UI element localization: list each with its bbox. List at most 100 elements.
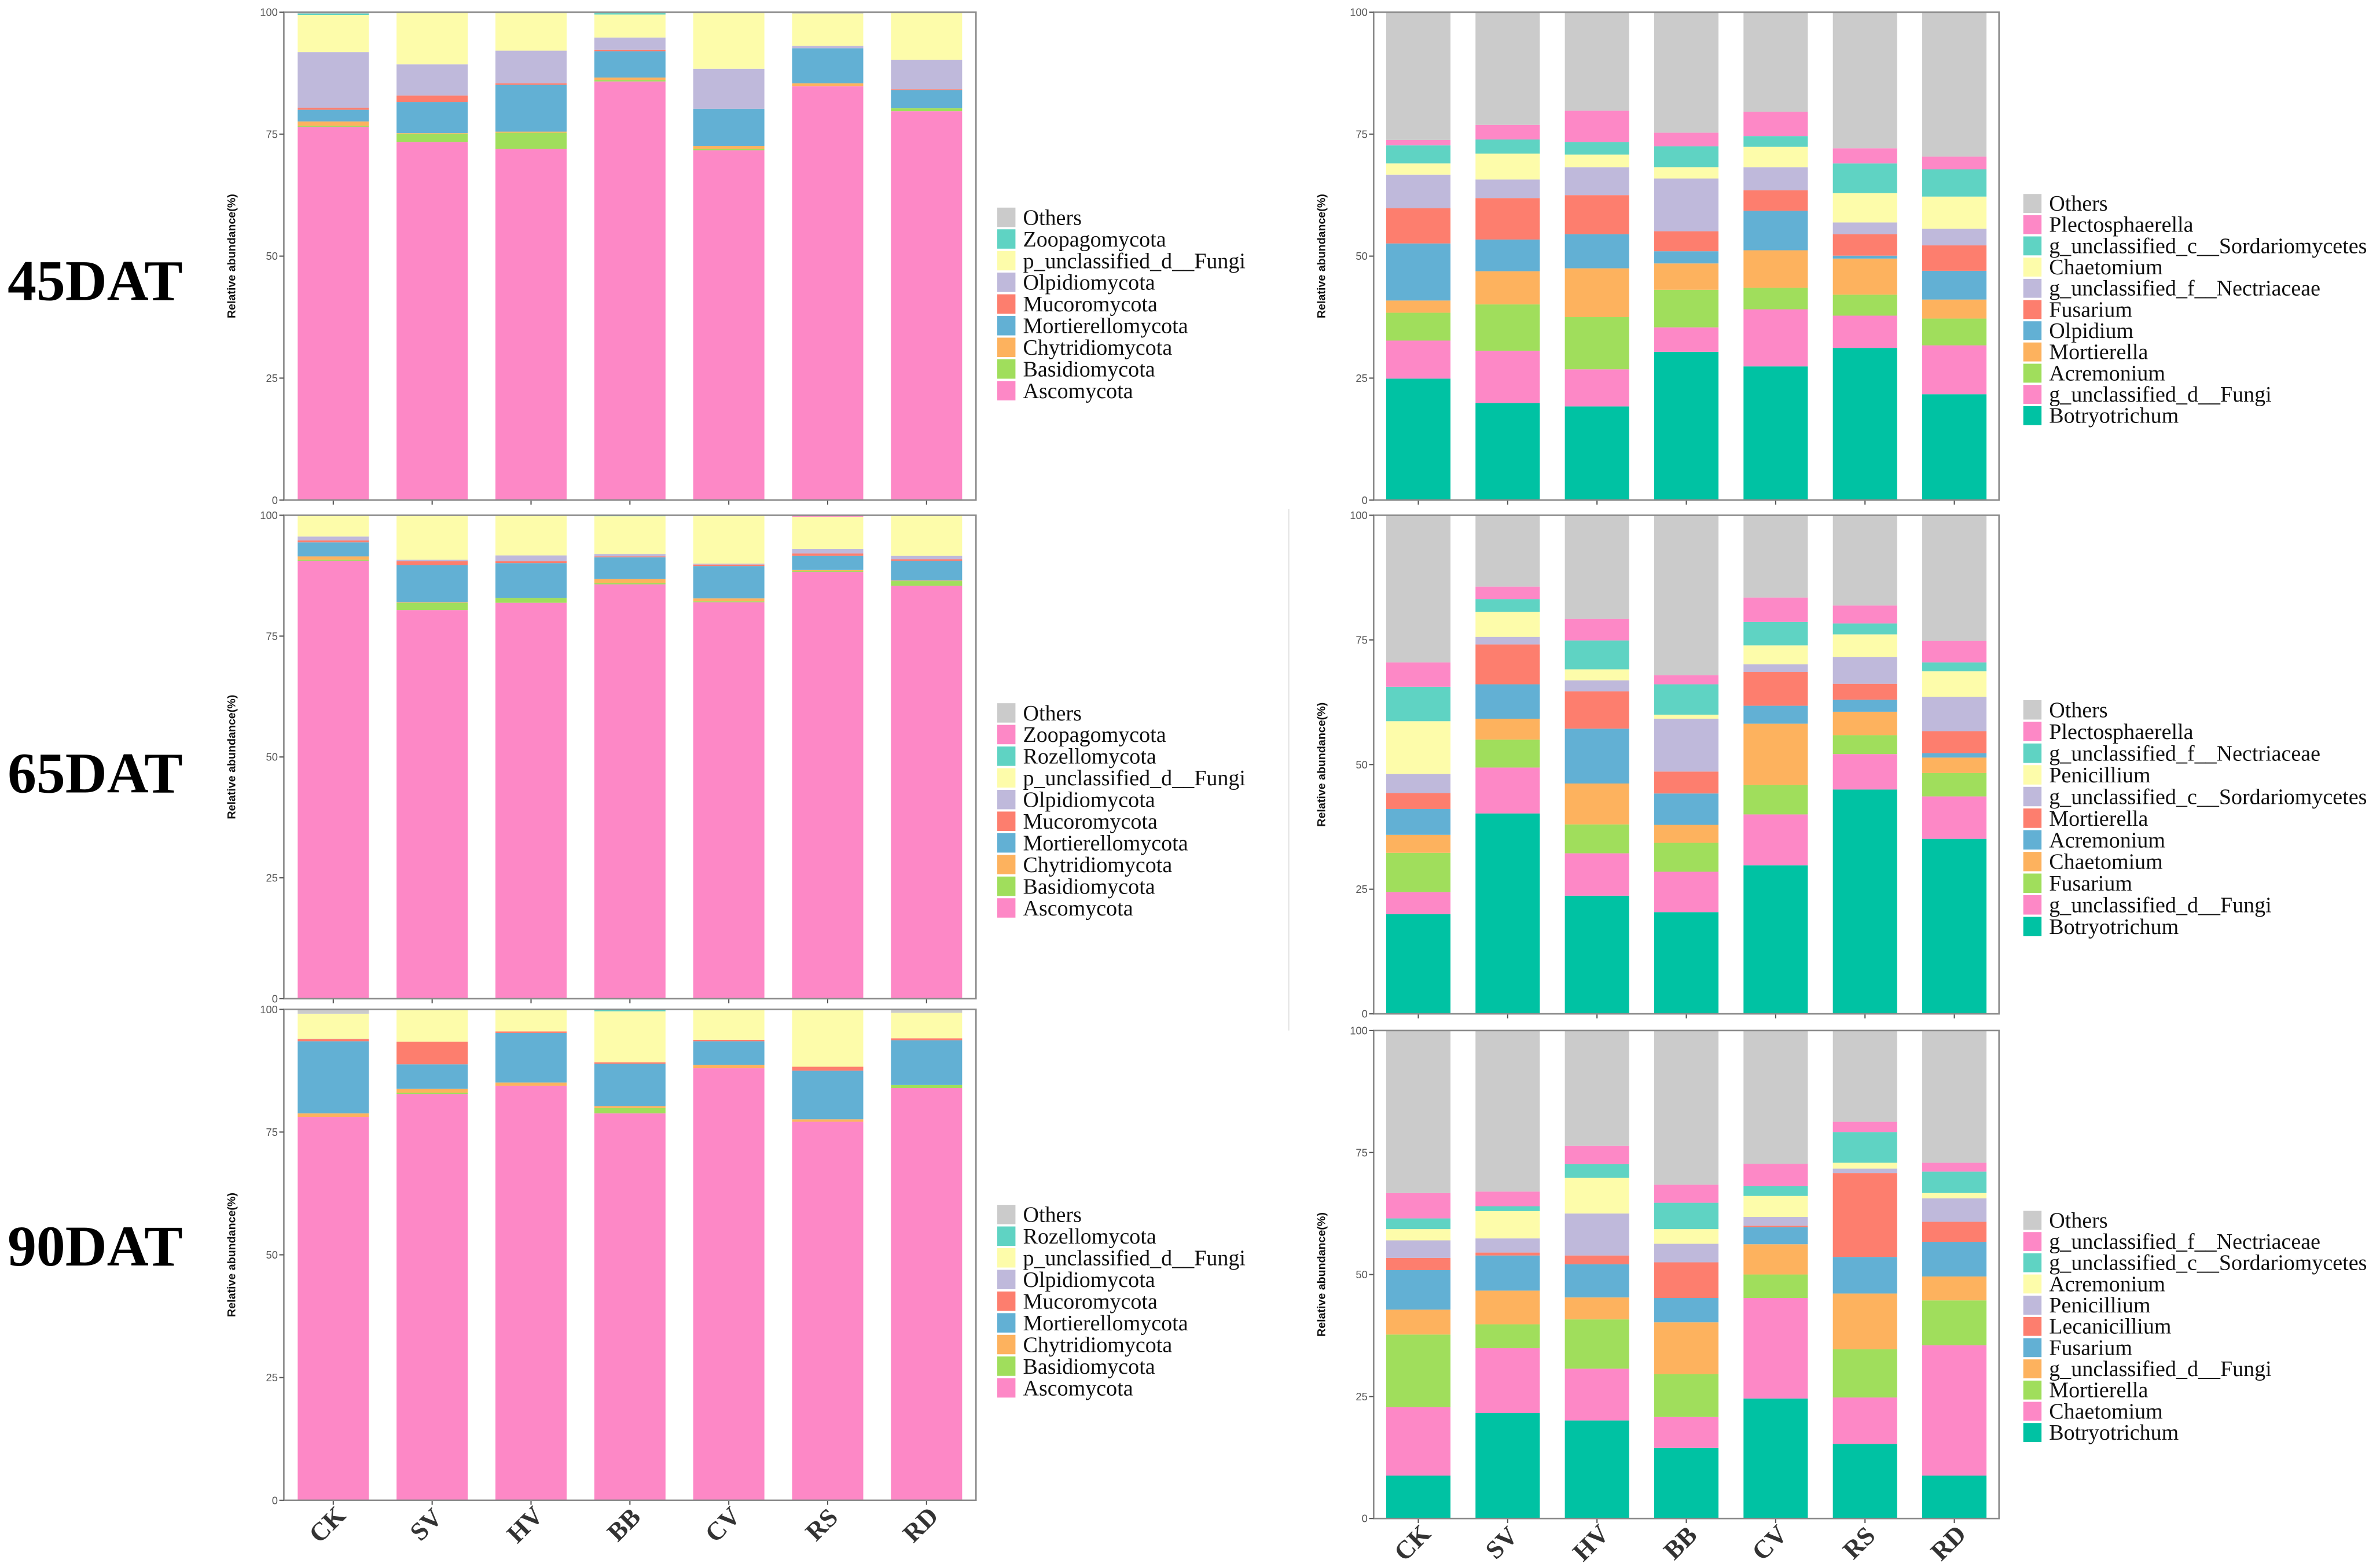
- bar-segment-sv-others: [1475, 12, 1540, 125]
- bar-segment-rd-fusarium: [1922, 773, 1987, 797]
- bar-segment-sv-g-unclassified-c-sordariomycetes: [1475, 637, 1540, 645]
- bar-segment-hv-acremonium: [1564, 1178, 1629, 1214]
- bar-segment-sv-chytridiomycota: [396, 602, 468, 603]
- legend-swatch: [997, 1270, 1016, 1289]
- bar-segment-rs-chytridiomycota: [792, 569, 864, 571]
- bar-segment-rd-chaetomium: [1922, 196, 1987, 229]
- bar-segment-ck-chaetomium: [1386, 163, 1451, 175]
- bar-segment-hv-p-unclassified-d-fungi: [495, 1009, 567, 1032]
- y-tick-label: 25: [266, 372, 278, 384]
- bar-segment-bb-ascomycota: [594, 81, 666, 501]
- bar-segment-ck-acremonium: [1386, 808, 1451, 835]
- bar-segment-rs-g-unclassified-c-sordariomycetes: [1832, 1132, 1897, 1163]
- bar-segment-rd-mortierella: [1922, 299, 1987, 319]
- bar-segment-rs-mortierella: [1832, 1349, 1897, 1398]
- legend-swatch: [2023, 765, 2042, 785]
- bar-segment-cv-others: [1743, 515, 1808, 598]
- bar-segment-ck-g-unclassified-f-nectriaceae: [1386, 174, 1451, 208]
- legend-label: Lecanicillium: [2049, 1315, 2171, 1339]
- legend-label: Rozellomycota: [1023, 745, 1156, 769]
- bar-segment-rs-plectosphaerella: [1832, 148, 1897, 164]
- legend-label: g_unclassified_c__Sordariomycetes: [2049, 1251, 2367, 1275]
- bar-segment-hv-g-unclassified-d-fungi: [1564, 369, 1629, 407]
- bar-segment-rs-mortierella: [1832, 683, 1897, 700]
- bar-segment-rs-olpidiomycota: [792, 46, 864, 49]
- bar-segment-ck-acremonium: [1386, 312, 1451, 341]
- legend-swatch: [2023, 1380, 2042, 1400]
- bar-segment-ck-penicillium: [1386, 721, 1451, 774]
- bar-segment-sv-plectosphaerella: [1475, 586, 1540, 599]
- bar-segment-cv-mortierellomycota: [693, 108, 765, 146]
- bar-segment-cv-chaetomium: [1743, 1298, 1808, 1399]
- legend-label: Mortierellomycota: [1023, 314, 1188, 339]
- y-axis-label: Relative abundance(%): [225, 695, 238, 819]
- bar-segment-hv-botryotrichum: [1564, 895, 1629, 1014]
- bar-segment-rs-mucoromycota: [792, 1066, 864, 1071]
- bar-segment-rd-others: [1922, 12, 1987, 157]
- y-tick-label: 50: [266, 250, 278, 262]
- bar-segment-cv-mortierellomycota: [693, 1041, 765, 1065]
- bar-segment-rd-g-unclassified-c-sordariomycetes: [1922, 169, 1987, 197]
- bar-segment-cv-plectosphaerella: [1743, 597, 1808, 622]
- bar-segment-rs-lecanicillium: [1832, 1173, 1897, 1257]
- bar-segment-sv-fusarium: [1475, 1255, 1540, 1291]
- bar-segment-sv-plectosphaerella: [1475, 124, 1540, 140]
- bar-segment-sv-basidiomycota: [396, 602, 468, 610]
- bar-segment-rs-g-unclassified-f-nectriaceae: [1832, 1121, 1897, 1132]
- y-tick-label: 100: [260, 1003, 278, 1016]
- bar-segment-bb-acremonium: [1654, 793, 1719, 825]
- bar-segment-cv-penicillium: [1743, 645, 1808, 665]
- bar-segment-ck-g-unclassified-c-sordariomycetes: [1386, 774, 1451, 793]
- bar-segment-hv-penicillium: [1564, 1213, 1629, 1256]
- bar-segment-cv-penicillium: [1743, 1217, 1808, 1226]
- bar-segment-cv-g-unclassified-f-nectriaceae: [1743, 621, 1808, 646]
- legend-swatch: [997, 359, 1016, 379]
- x-tick-label: SV: [404, 1503, 448, 1547]
- legend-label: g_unclassified_c__Sordariomycetes: [2049, 234, 2367, 258]
- bar-segment-rd-fusarium: [1922, 245, 1987, 271]
- bar-segment-sv-fusarium: [1475, 198, 1540, 240]
- bar-segment-hv-g-unclassified-f-nectriaceae: [1564, 167, 1629, 196]
- bar-segment-sv-basidiomycota: [396, 133, 468, 142]
- bar-segment-sv-g-unclassified-c-sordariomycetes: [1475, 1206, 1540, 1211]
- bar-segment-rs-fusarium: [1832, 234, 1897, 256]
- bar-segment-hv-mortierellomycota: [495, 563, 567, 598]
- bar-segment-sv-g-unclassified-f-nectriaceae: [1475, 1191, 1540, 1206]
- bar-segment-cv-ascomycota: [693, 1068, 765, 1500]
- bar-segment-rs-g-unclassified-d-fungi: [1832, 754, 1897, 790]
- legend-label: g_unclassified_c__Sordariomycetes: [2049, 785, 2367, 809]
- bar-segment-hv-basidiomycota: [495, 133, 567, 149]
- bar-segment-hv-g-unclassified-f-nectriaceae: [1564, 640, 1629, 670]
- y-tick-label: 75: [266, 128, 278, 140]
- legend-swatch: [2023, 278, 2042, 298]
- bar-segment-ck-chaetomium: [1386, 834, 1451, 853]
- bar-segment-sv-olpidiomycota: [396, 64, 468, 96]
- x-tick-label: BB: [1658, 1520, 1702, 1565]
- legend-label: g_unclassified_d__Fungi: [2049, 1357, 2271, 1381]
- bar-segment-sv-g-unclassified-d-fungi: [1475, 351, 1540, 403]
- bar-segment-hv-chytridiomycota: [495, 1082, 567, 1086]
- legend-label: Mortierellomycota: [1023, 1311, 1188, 1336]
- bar-segment-cv-p-unclassified-d-fungi: [693, 13, 765, 69]
- legend-swatch: [2023, 743, 2042, 763]
- legend-swatch: [2023, 1338, 2042, 1358]
- x-tick-label: RS: [800, 1503, 844, 1547]
- bar-segment-hv-mucoromycota: [495, 561, 567, 564]
- bar-segment-ck-g-unclassified-c-sordariomycetes: [1386, 145, 1451, 164]
- legend-label: Plectosphaerella: [2049, 213, 2193, 237]
- bar-segment-cv-fusarium: [1743, 190, 1808, 211]
- legend-label: p_unclassified_d__Fungi: [1023, 249, 1246, 273]
- bar-segment-rd-chaetomium: [1922, 1345, 1987, 1476]
- legend-swatch: [997, 273, 1016, 292]
- bar-segment-sv-fusarium: [1475, 740, 1540, 768]
- legend-swatch: [2023, 194, 2042, 213]
- legend-swatch: [2023, 786, 2042, 807]
- legend-swatch: [997, 746, 1016, 766]
- bar-segment-hv-p-unclassified-d-fungi: [495, 13, 567, 51]
- legend: OthersZoopagomycotaRozellomycotap_unclas…: [997, 701, 1246, 921]
- bar-segment-rs-olpidium: [1832, 255, 1897, 259]
- legend-swatch: [997, 294, 1016, 314]
- bar-segment-cv-botryotrichum: [1743, 865, 1808, 1014]
- bar-segment-sv-mortierellomycota: [396, 102, 468, 134]
- y-tick-label: 0: [272, 494, 278, 506]
